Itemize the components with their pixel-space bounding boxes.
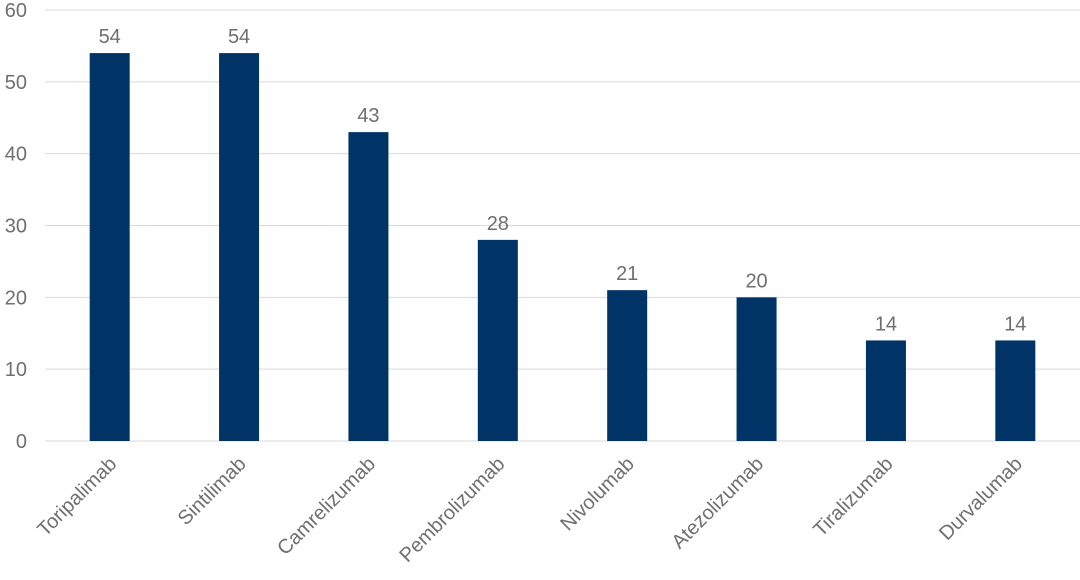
- x-category-label: Toripalimab: [33, 453, 121, 541]
- bar: [995, 340, 1036, 441]
- bar: [865, 340, 906, 441]
- bar: [348, 132, 389, 441]
- y-tick-label: 30: [5, 216, 27, 238]
- bar: [736, 297, 777, 441]
- bar-value-label: 14: [875, 313, 897, 335]
- data-labels: 54 54 43 28 21 20 14 14: [99, 26, 1027, 335]
- y-tick-label: 50: [5, 72, 27, 94]
- x-category-label: Atezolizumab: [668, 453, 768, 553]
- bar-value-label: 54: [228, 26, 250, 48]
- y-tick-label: 20: [5, 287, 27, 309]
- x-category-label: Durvalumab: [935, 453, 1027, 545]
- x-axis-category-labels: Toripalimab Sintilimab Camrelizumab Pembrol…: [33, 453, 1026, 567]
- bar-value-label: 54: [99, 26, 121, 48]
- bar: [219, 53, 260, 441]
- y-tick-label: 60: [5, 0, 27, 22]
- bar: [477, 239, 518, 441]
- y-tick-label: 40: [5, 144, 27, 166]
- x-category-label: Pembrolizumab: [396, 453, 510, 567]
- y-tick-label: 0: [16, 431, 27, 453]
- x-category-label: Sintilimab: [174, 453, 251, 530]
- y-tick-label: 10: [5, 359, 27, 381]
- y-axis-tick-labels: 0 10 20 30 40 50 60: [5, 0, 27, 453]
- bar: [89, 53, 130, 441]
- gridlines: [45, 9, 1080, 442]
- bar-value-label: 28: [487, 213, 509, 235]
- bar-value-label: 21: [616, 263, 638, 285]
- bars: [89, 53, 1036, 441]
- x-category-label: Nivolumab: [556, 453, 638, 535]
- bar-value-label: 43: [357, 105, 379, 127]
- x-category-label: Camrelizumab: [273, 453, 380, 560]
- bar-value-label: 14: [1004, 313, 1026, 335]
- bar: [607, 290, 648, 441]
- x-category-label: Tiralizumab: [809, 453, 897, 541]
- bar-value-label: 20: [745, 270, 767, 292]
